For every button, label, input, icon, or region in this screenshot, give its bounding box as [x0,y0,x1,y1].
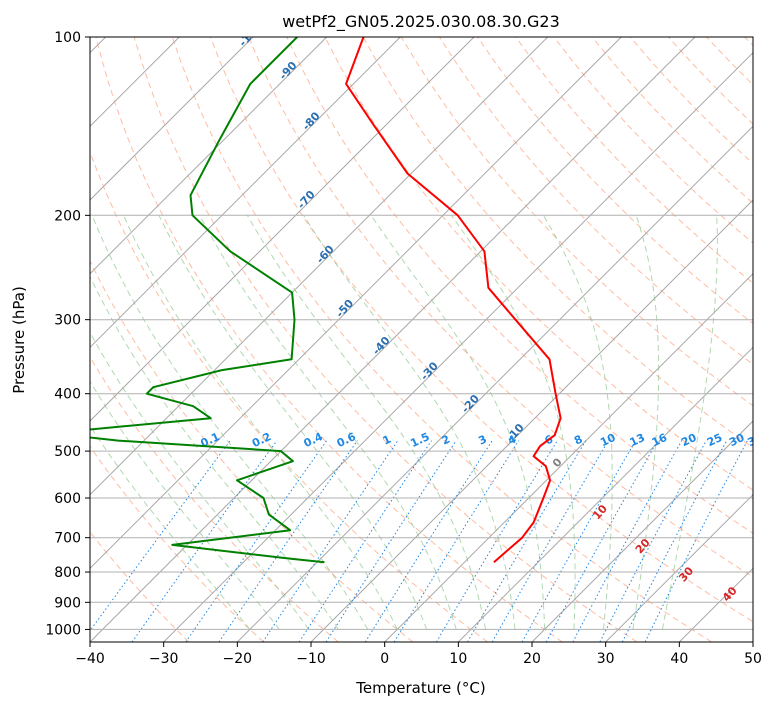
x-tick-label: −10 [296,651,326,667]
mixing-ratio-label: 20 [679,431,699,449]
dry-adiabat-line [324,37,753,491]
x-tick-label: −20 [223,651,253,667]
mixing-ratio-label: 25 [705,431,724,449]
x-axis: −40 −30 −20 −10 0 10 20 30 40 50 [75,642,762,667]
y-tick-label: 400 [54,387,81,403]
isotherm-line [90,37,475,422]
isotherm-line [531,420,753,642]
isotherm-line [236,125,753,642]
isotherm-line [605,493,753,642]
moist-adiabat-line [90,331,310,630]
mixing-ratio-line [364,440,493,642]
x-tick-label: −30 [149,651,179,667]
mixing-ratio-label: 13 [628,431,647,449]
dry-adiabat-line [286,37,753,534]
isotherm-line [90,37,549,496]
mixing-ratio-line [262,440,399,642]
y-tick-label: 700 [54,531,81,547]
dry-adiabat-line [90,356,339,642]
mixing-ratio-line [90,440,231,632]
mixing-ratio-line [325,440,457,642]
isotherm-line [90,37,401,349]
moist-adiabat-line [123,215,398,630]
plot-background [90,37,753,642]
mixing-ratio-line [467,440,587,642]
y-axis: 100 200 300 400 500 600 700 800 900 1000 [45,30,90,638]
y-axis-label: Pressure (hPa) [10,286,28,394]
mixing-ratio-label: 16 [650,431,670,449]
moist-adiabat-line [246,215,487,630]
isotherm-line [163,51,753,642]
mixing-ratio-line [545,440,659,642]
mixing-ratio-line [298,440,432,642]
dry-adiabat-line [515,37,753,284]
mixing-ratio-label: 10 [598,431,618,449]
dry-adiabat-line [171,37,712,642]
mixing-ratio-line [491,440,609,642]
y-tick-label: 900 [54,595,81,611]
dewpoint-profile-line [90,37,325,564]
y-tick-label: 600 [54,491,81,507]
mixing-ratio-label: 36 [746,431,766,449]
dry-adiabat-line [90,445,264,642]
x-tick-label: 0 [380,651,389,667]
temperature-profile-line [345,37,562,563]
dry-adiabat-line [133,37,638,642]
y-tick-label: 200 [54,208,81,224]
mixing-ratio-line [435,440,558,642]
isotherm-line [310,199,753,642]
x-axis-label: Temperature (°C) [355,679,485,697]
x-tick-label: 30 [597,651,615,667]
y-tick-label: 1000 [45,622,81,638]
isotherm-line [90,37,696,642]
dry-adiabat-line [210,37,753,623]
y-tick-label: 800 [54,565,81,581]
mixing-ratio-line [185,440,328,642]
isotherm-line [90,37,328,275]
mixing-ratio-label: 30 [727,431,747,449]
isotherm-line [90,37,254,201]
x-tick-label: 10 [449,651,467,667]
x-tick-label: 40 [670,651,688,667]
isotherm-line [384,272,753,642]
chart-title: wetPf2_GN05.2025.030.08.30.G23 [282,12,560,32]
y-tick-label: 300 [54,313,81,329]
mixing-ratio-line [644,440,748,642]
dry-adiabat-line [90,259,414,642]
x-tick-label: 20 [523,651,541,667]
plot-frame [89,36,754,643]
x-tick-label: −40 [75,651,105,667]
mixing-ratio-line [131,440,278,642]
y-tick-label: 100 [54,30,81,46]
background-lines [90,37,753,642]
mixing-ratio-line [521,440,637,642]
mixing-ratio-line [572,440,683,642]
isotherm-line [90,37,622,570]
isotherm-line [457,346,753,642]
sounding-series [90,37,562,564]
mixing-ratio-line [393,440,520,642]
dry-adiabat-line [248,37,753,578]
dry-adiabat-line [95,37,563,642]
x-tick-label: 50 [744,651,762,667]
y-tick-label: 500 [54,444,81,460]
